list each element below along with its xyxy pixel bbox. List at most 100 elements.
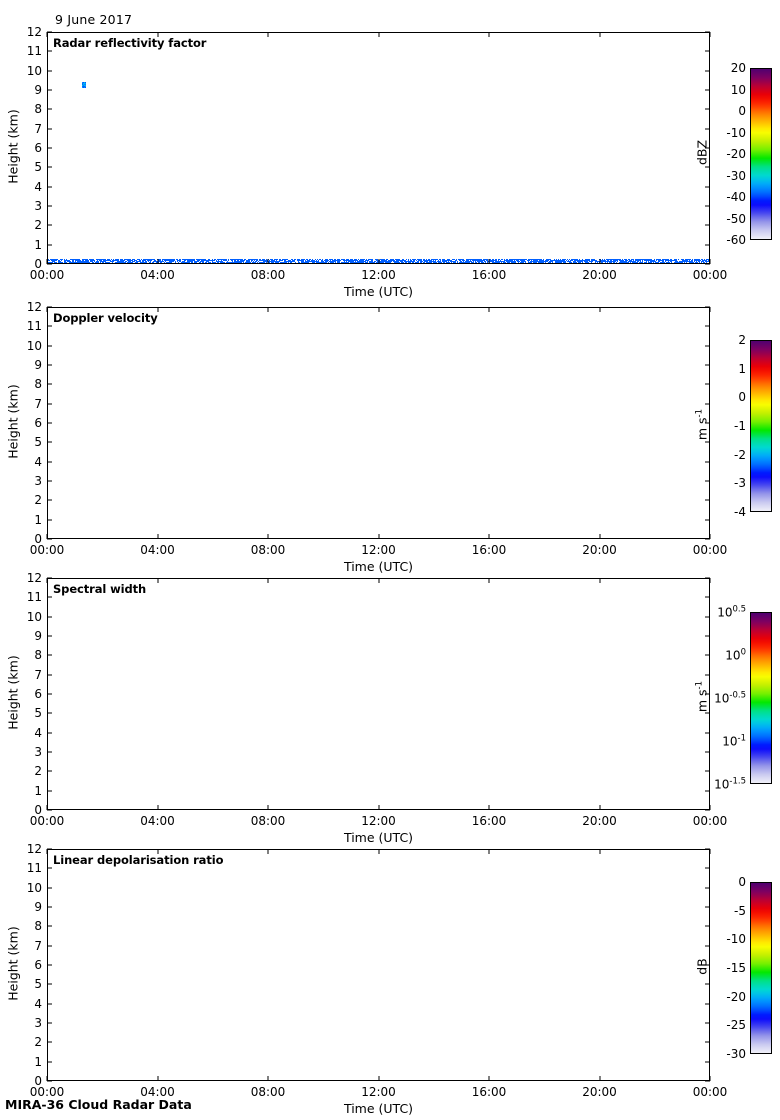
ytick-mark <box>47 89 52 91</box>
ytick-mark-right <box>705 770 710 772</box>
ytick-label: 6 <box>34 141 42 155</box>
colorbar-tick-label: 10 <box>730 82 746 97</box>
panel-radar-reflectivity-factor: Radar reflectivity factor 0 1 2 3 4 5 6 7 8 9 10 11… <box>6 25 728 299</box>
ytick-mark-right <box>705 674 710 676</box>
xtick-label: 16:00 <box>471 814 507 828</box>
ytick-label: 6 <box>34 687 42 701</box>
xtick-mark <box>378 259 379 264</box>
ytick-mark-right <box>705 945 710 947</box>
plot-frame-spectral-width <box>47 578 710 810</box>
ytick-mark-right <box>705 263 710 265</box>
ytick-mark-right <box>705 654 710 656</box>
colorbar-tick-label: 10-1.5 <box>714 776 746 792</box>
ytick-mark <box>47 654 52 656</box>
x-axis-label: Time (UTC) <box>343 1101 414 1116</box>
xtick-label: 08:00 <box>250 543 286 557</box>
ytick-mark <box>47 867 52 869</box>
ytick-label: 2 <box>34 218 42 233</box>
ytick-label: 1 <box>34 783 42 798</box>
xtick-mark-top <box>267 578 269 583</box>
colorbar-tick-label: 100 <box>725 647 746 663</box>
xtick-label: 00:00 <box>692 1085 728 1099</box>
ytick-mark <box>47 70 52 72</box>
xtick-mark-top <box>157 578 158 583</box>
plot-frame-linear-depolarisation-ratio <box>47 849 710 1081</box>
ytick-mark <box>47 224 52 226</box>
xtick-label: 04:00 <box>140 268 175 282</box>
ytick-mark <box>47 809 52 811</box>
ytick-mark-right <box>705 224 710 226</box>
ytick-mark-right <box>705 1003 710 1005</box>
xtick-mark <box>267 534 269 539</box>
ytick-label: 8 <box>34 377 42 392</box>
xtick-mark-top <box>488 849 490 854</box>
xtick-label: 00:00 <box>692 543 728 557</box>
xtick-label: 20:00 <box>582 543 617 557</box>
ytick-mark-right <box>705 906 710 908</box>
colorbar-strip-spectral-width <box>750 612 772 784</box>
ytick-mark <box>47 848 52 850</box>
xtick-label: 20:00 <box>582 268 617 282</box>
xtick-mark-top <box>709 307 711 312</box>
xtick-mark <box>157 805 158 810</box>
colorbar-tick-label: -10 <box>726 932 746 947</box>
ytick-mark <box>47 1041 52 1043</box>
panel-linear-depolarisation-ratio: Linear depolarisation ratio 0 1 2 3 4 5 6 7 8 9 10… <box>6 842 728 1116</box>
xtick-label: 16:00 <box>471 268 507 282</box>
xtick-mark <box>46 1076 48 1081</box>
xtick-mark <box>157 259 158 264</box>
xtick-mark-top <box>378 307 379 312</box>
x-axis-label: Time (UTC) <box>343 830 414 845</box>
colorbar-tick-label: -1 <box>734 419 746 433</box>
ytick-label: 9 <box>34 83 42 97</box>
ytick-mark <box>47 577 52 579</box>
ytick-mark-right <box>705 790 710 792</box>
ytick-label: 4 <box>34 725 42 740</box>
ytick-label: 1 <box>34 237 42 252</box>
xtick-mark <box>46 805 48 810</box>
date-heading: 9 June 2017 <box>55 12 133 27</box>
ytick-label: 2 <box>34 493 42 508</box>
xtick-label: 00:00 <box>692 814 728 828</box>
ytick-mark-right <box>705 751 710 753</box>
ytick-mark-right <box>705 345 710 347</box>
xtick-label: 08:00 <box>250 268 286 282</box>
xtick-label: 16:00 <box>471 543 507 557</box>
xtick-mark <box>157 1076 158 1081</box>
xtick-mark-top <box>599 32 600 37</box>
ytick-mark-right <box>705 89 710 91</box>
ytick-label: 11 <box>26 44 42 59</box>
ytick-mark <box>47 538 52 540</box>
xtick-mark <box>488 1076 490 1081</box>
xtick-mark-top <box>378 849 379 854</box>
xtick-label: 00:00 <box>29 543 65 557</box>
ytick-mark <box>47 906 52 908</box>
colorbar-tick-label: -4 <box>734 505 746 519</box>
xtick-mark-top <box>46 307 48 312</box>
xtick-mark-top <box>488 307 490 312</box>
ytick-mark-right <box>705 108 710 110</box>
ytick-mark-right <box>705 712 710 714</box>
xtick-mark <box>709 259 711 264</box>
ytick-label: 7 <box>34 396 42 411</box>
ytick-mark-right <box>705 186 710 188</box>
xtick-mark-top <box>267 307 269 312</box>
ytick-label: 1 <box>34 512 42 527</box>
xtick-mark <box>709 1076 711 1081</box>
xtick-mark <box>267 259 269 264</box>
ytick-label: 5 <box>34 160 42 175</box>
ytick-mark <box>47 790 52 792</box>
xtick-mark-top <box>709 849 711 854</box>
xtick-label: 04:00 <box>140 814 175 828</box>
ytick-mark-right <box>705 403 710 405</box>
colorbar-title: dBZ <box>694 139 710 166</box>
xtick-mark-top <box>488 32 490 37</box>
ytick-label: 0 <box>34 803 42 817</box>
ytick-mark-right <box>705 616 710 618</box>
instrument-footer-label: MIRA-36 Cloud Radar Data <box>5 1097 192 1112</box>
ytick-label: 12 <box>26 571 42 585</box>
ytick-label: 12 <box>26 842 42 856</box>
xtick-label: 08:00 <box>250 814 286 828</box>
ytick-mark-right <box>705 1080 710 1082</box>
ytick-mark <box>47 480 52 482</box>
